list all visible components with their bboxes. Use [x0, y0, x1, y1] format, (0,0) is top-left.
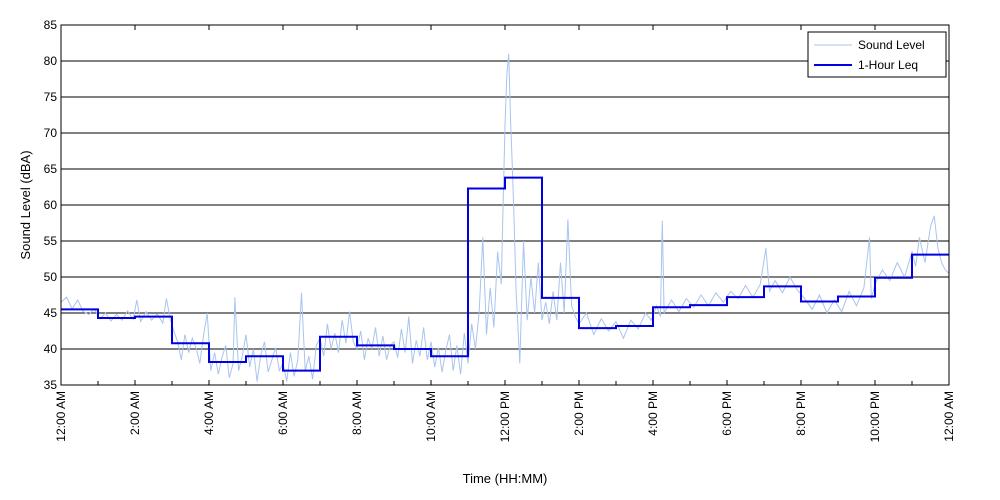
y-tick-label-75: 75: [44, 90, 58, 104]
y-tick-label-60: 60: [44, 198, 58, 212]
y-tick-label-45: 45: [44, 306, 58, 320]
x-tick-label-4: 8:00 AM: [350, 391, 364, 435]
x-tick-label-3: 6:00 AM: [276, 391, 290, 435]
legend-label-hourly-leq: 1-Hour Leq: [858, 58, 918, 72]
x-tick-label-11: 10:00 PM: [868, 391, 882, 442]
sound-level-series: [61, 53, 949, 382]
sound-level-line: [61, 53, 949, 382]
x-axis-ticks: 12:00 AM 2:00 AM 4:00 AM 6:00 AM 8:00 AM 10:0…: [54, 25, 956, 442]
x-tick-label-6: 12:00 PM: [498, 391, 512, 442]
x-tick-label-9: 6:00 PM: [720, 391, 734, 436]
x-axis-title: Time (HH:MM): [463, 471, 548, 486]
legend-box: [807, 31, 947, 78]
y-axis-title: Sound Level (dBA): [18, 150, 33, 259]
x-tick-label-5: 10:00 AM: [424, 391, 438, 442]
legend: Sound Level 1-Hour Leq: [807, 31, 947, 78]
y-tick-label-85: 85: [44, 18, 58, 32]
hourly-leq-series: [61, 176, 949, 372]
y-tick-label-40: 40: [44, 342, 58, 356]
y-axis-ticks: 35 40 45 50 55 60 65 70 75 80 85: [44, 18, 66, 392]
y-tick-label-35: 35: [44, 378, 58, 392]
x-tick-label-0: 12:00 AM: [54, 391, 68, 442]
gridlines: [61, 60, 949, 350]
x-tick-label-2: 4:00 AM: [202, 391, 216, 435]
legend-label-sound-level: Sound Level: [858, 38, 925, 52]
y-tick-label-70: 70: [44, 126, 58, 140]
x-tick-label-12: 12:00 AM: [942, 391, 956, 442]
x-tick-label-1: 2:00 AM: [128, 391, 142, 435]
hourly-leq-line: [61, 176, 949, 372]
x-tick-label-8: 4:00 PM: [646, 391, 660, 436]
y-tick-label-50: 50: [44, 270, 58, 284]
x-tick-label-10: 8:00 PM: [794, 391, 808, 436]
x-tick-label-7: 2:00 PM: [572, 391, 586, 436]
y-tick-label-65: 65: [44, 162, 58, 176]
y-tick-label-55: 55: [44, 234, 58, 248]
y-tick-label-80: 80: [44, 54, 58, 68]
